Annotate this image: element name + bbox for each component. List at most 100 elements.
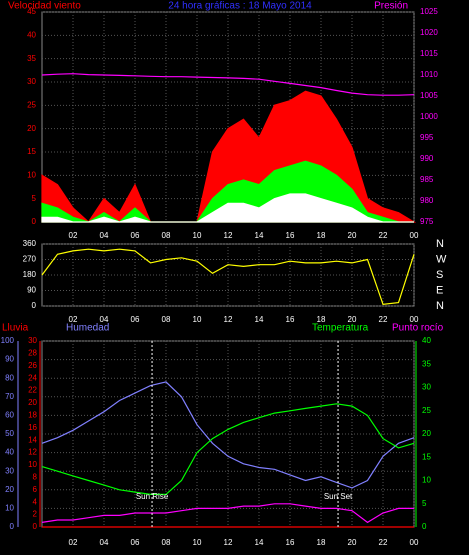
y-tick-label: 25 — [27, 100, 36, 109]
legend-label: Temperatura — [312, 323, 369, 334]
y2-tick-label: E — [436, 284, 443, 296]
y-tick-label: 100 — [1, 336, 15, 345]
line — [41, 248, 415, 305]
y3-tick-label: 4 — [33, 497, 38, 506]
y2-tick-label: 1000 — [420, 112, 438, 121]
y-tick-label: 180 — [23, 270, 37, 279]
x-tick-label: 06 — [131, 538, 140, 547]
x-tick-label: 14 — [255, 538, 264, 547]
y3-tick-label: 6 — [33, 485, 38, 494]
y-tick-label: 0 — [32, 217, 37, 226]
x-tick-label: 14 — [255, 315, 264, 324]
x-tick-label: 04 — [100, 315, 109, 324]
y2-tick-label: 20 — [422, 429, 431, 438]
y-tick-label: 360 — [23, 239, 37, 248]
x-tick-label: 12 — [224, 231, 233, 240]
x-tick-label: 18 — [317, 315, 326, 324]
line — [41, 403, 415, 495]
y-tick-label: 35 — [27, 54, 36, 63]
y2-tick-label: 35 — [422, 359, 431, 368]
x-tick-label: 08 — [162, 538, 171, 547]
x-tick-label: 02 — [69, 231, 78, 240]
x-tick-label: 00 — [410, 231, 419, 240]
y-tick-label: 10 — [5, 504, 14, 513]
y2-tick-label: 10 — [422, 476, 431, 485]
x-tick-label: 12 — [224, 315, 233, 324]
y-tick-label: 50 — [5, 429, 14, 438]
y2-tick-label: W — [436, 253, 447, 265]
x-tick-label: 10 — [193, 538, 202, 547]
y2-tick-label: S — [436, 269, 443, 281]
y3-tick-label: 30 — [28, 336, 37, 345]
y2-tick-label: 1015 — [420, 49, 438, 58]
y-tick-label: 70 — [5, 392, 14, 401]
x-tick-label: 00 — [410, 538, 419, 547]
y-tick-label: 45 — [27, 7, 36, 16]
y-tick-label: 40 — [27, 30, 36, 39]
x-tick-label: 22 — [379, 538, 388, 547]
y-tick-label: 40 — [5, 448, 14, 457]
y3-tick-label: 28 — [28, 349, 37, 358]
y2-tick-label: 5 — [422, 499, 427, 508]
y3-tick-label: 16 — [28, 423, 37, 432]
x-tick-label: 02 — [69, 315, 78, 324]
y-tick-label: 20 — [27, 124, 36, 133]
line — [41, 73, 415, 96]
y3-tick-label: 12 — [28, 448, 37, 457]
y-tick-label: 90 — [5, 355, 14, 364]
y-tick-label: 80 — [5, 373, 14, 382]
chart-title: 24 hora gráficas : 18 Mayo 2014 — [168, 1, 312, 12]
x-tick-label: 18 — [317, 231, 326, 240]
y2-tick-label: 25 — [422, 406, 431, 415]
y3-tick-label: 20 — [28, 398, 37, 407]
y3-tick-label: 22 — [28, 386, 37, 395]
x-tick-label: 16 — [286, 315, 295, 324]
x-tick-label: 08 — [162, 315, 171, 324]
x-tick-label: 12 — [224, 538, 233, 547]
y-tick-label: 90 — [27, 286, 36, 295]
y-axis-title: Velocidad viento — [8, 1, 81, 12]
y2-tick-label: N — [436, 300, 444, 312]
x-tick-label: 20 — [348, 315, 357, 324]
x-tick-label: 06 — [131, 315, 140, 324]
line — [41, 381, 415, 489]
area — [41, 193, 414, 223]
line — [41, 503, 414, 524]
y3-tick-label: 18 — [28, 411, 37, 420]
y-tick-label: 30 — [27, 77, 36, 86]
x-tick-label: 14 — [255, 231, 264, 240]
x-tick-label: 06 — [131, 231, 140, 240]
y-tick-label: 20 — [5, 485, 14, 494]
x-tick-label: 22 — [379, 231, 388, 240]
legend-label: Punto rocío — [392, 323, 444, 334]
y3-tick-label: 26 — [28, 361, 37, 370]
x-tick-label: 22 — [379, 315, 388, 324]
y3-tick-label: 0 — [33, 522, 38, 531]
y2-tick-label: 1025 — [420, 7, 438, 16]
x-tick-label: 00 — [410, 315, 419, 324]
annotation-label: Sun Rise — [136, 492, 169, 501]
y2-tick-label: 40 — [422, 336, 431, 345]
y2-tick-label: N — [436, 238, 444, 250]
legend-label: Humedad — [66, 323, 109, 334]
y2-tick-label: 985 — [420, 175, 434, 184]
y2-tick-label: 30 — [422, 383, 431, 392]
y3-tick-label: 24 — [28, 373, 37, 382]
y2-axis-title: Presión — [374, 1, 408, 12]
y-tick-label: 60 — [5, 411, 14, 420]
y3-tick-label: 2 — [33, 510, 38, 519]
x-tick-label: 16 — [286, 231, 295, 240]
y2-tick-label: 1005 — [420, 91, 438, 100]
y2-tick-label: 995 — [420, 133, 434, 142]
y2-tick-label: 990 — [420, 154, 434, 163]
annotation-label: Sun Set — [324, 492, 353, 501]
y2-tick-label: 15 — [422, 452, 431, 461]
y2-tick-label: 980 — [420, 196, 434, 205]
x-tick-label: 18 — [317, 538, 326, 547]
x-tick-label: 20 — [348, 231, 357, 240]
x-tick-label: 10 — [193, 315, 202, 324]
legend-label: Lluvia — [2, 323, 29, 334]
x-tick-label: 20 — [348, 538, 357, 547]
x-tick-label: 02 — [69, 538, 78, 547]
